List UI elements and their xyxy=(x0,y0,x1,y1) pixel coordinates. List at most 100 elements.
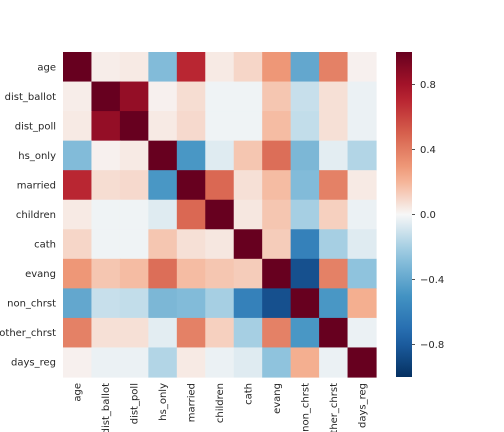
heatmap-cell-age-dist_ballot xyxy=(91,52,121,83)
x-tick-label: other_chrst xyxy=(329,383,340,432)
heatmap-cell-non_chrst-hs_only xyxy=(148,288,178,319)
heatmap-cell-evang-cath xyxy=(233,258,263,289)
heatmap-cell-cath-dist_poll xyxy=(119,229,149,260)
heatmap-cell-dist_poll-married xyxy=(176,111,206,142)
heatmap-cell-cath-cath xyxy=(233,229,263,260)
heatmap-cell-cath-evang xyxy=(262,229,292,260)
heatmap-cell-dist_ballot-age xyxy=(63,81,93,112)
heatmap-cell-hs_only-other_chrst xyxy=(319,140,349,171)
y-tick-label: dist_poll xyxy=(15,121,56,132)
heatmap-cell-non_chrst-days_reg xyxy=(347,288,377,319)
heatmap-cell-non_chrst-dist_ballot xyxy=(91,288,121,319)
heatmap-cell-dist_ballot-days_reg xyxy=(347,81,377,112)
heatmap-cell-evang-dist_ballot xyxy=(91,258,121,289)
heatmap-cell-married-non_chrst xyxy=(290,170,320,201)
heatmap-cell-hs_only-evang xyxy=(262,140,292,171)
heatmap-cell-dist_ballot-dist_ballot xyxy=(91,81,121,112)
heatmap-cell-evang-non_chrst xyxy=(290,258,320,289)
heatmap-cell-other_chrst-cath xyxy=(233,317,263,349)
heatmap-cell-married-other_chrst xyxy=(319,170,349,201)
y-tick-label: hs_only xyxy=(18,151,56,162)
heatmap-cell-evang-other_chrst xyxy=(319,258,349,289)
colorbar-tick-label: 0.8 xyxy=(420,80,436,91)
heatmap-cell-married-age xyxy=(63,170,93,201)
heatmap-cell-married-cath xyxy=(233,170,263,201)
heatmap-cell-other_chrst-married xyxy=(176,317,206,349)
heatmap-cell-days_reg-cath xyxy=(233,347,263,378)
heatmap-cell-age-children xyxy=(205,52,235,83)
heatmap-cell-hs_only-cath xyxy=(233,140,263,171)
heatmap-cell-days_reg-other_chrst xyxy=(319,347,349,378)
heatmap-cell-married-days_reg xyxy=(347,170,377,201)
heatmap-cell-days_reg-dist_poll xyxy=(119,347,149,378)
heatmap-cell-other_chrst-dist_ballot xyxy=(91,317,121,349)
heatmap-cell-dist_poll-age xyxy=(63,111,93,142)
heatmap-cell-days_reg-children xyxy=(205,347,235,378)
heatmap-cell-children-hs_only xyxy=(148,199,178,230)
heatmap-cell-age-other_chrst xyxy=(319,52,349,83)
heatmap-cell-children-evang xyxy=(262,199,292,230)
heatmap-cell-evang-married xyxy=(176,258,206,289)
heatmap-cell-children-married xyxy=(176,199,206,230)
heatmap-cell-married-dist_ballot xyxy=(91,170,121,201)
y-tick-label: days_reg xyxy=(11,358,56,369)
heatmap-cell-non_chrst-age xyxy=(63,288,93,319)
heatmap-cell-dist_ballot-non_chrst xyxy=(290,81,320,112)
heatmap-cell-age-days_reg xyxy=(347,52,377,83)
heatmap-cell-dist_ballot-children xyxy=(205,81,235,112)
heatmap-cell-cath-dist_ballot xyxy=(91,229,121,260)
y-tick-label: non_chrst xyxy=(7,299,56,310)
heatmap-cell-other_chrst-hs_only xyxy=(148,317,178,349)
heatmap-cell-non_chrst-evang xyxy=(262,288,292,319)
heatmap-cell-non_chrst-children xyxy=(205,288,235,319)
heatmap-cell-non_chrst-dist_poll xyxy=(119,288,149,319)
heatmap-cell-other_chrst-dist_poll xyxy=(119,317,149,349)
heatmap-cell-non_chrst-married xyxy=(176,288,206,319)
heatmap-cell-age-age xyxy=(63,52,93,83)
heatmap-cell-married-children xyxy=(205,170,235,201)
heatmap-cell-days_reg-married xyxy=(176,347,206,378)
heatmap-cell-children-cath xyxy=(233,199,263,230)
y-tick-label: children xyxy=(16,210,56,221)
heatmap-cell-non_chrst-non_chrst xyxy=(290,288,320,319)
heatmap-cell-children-children xyxy=(205,199,235,230)
x-tick-label: dist_ballot xyxy=(101,383,112,432)
heatmap-cell-evang-hs_only xyxy=(148,258,178,289)
heatmap-cell-other_chrst-other_chrst xyxy=(319,317,349,349)
heatmap-cell-other_chrst-non_chrst xyxy=(290,317,320,349)
heatmap-cell-other_chrst-children xyxy=(205,317,235,349)
y-tick-label: married xyxy=(17,180,56,191)
heatmap-cell-age-dist_poll xyxy=(119,52,149,83)
heatmap-cell-other_chrst-evang xyxy=(262,317,292,349)
y-tick-label: other_chrst xyxy=(0,328,56,339)
heatmap-cell-dist_poll-dist_poll xyxy=(119,111,149,142)
y-tick-label: cath xyxy=(34,240,56,251)
colorbar-tick-label: 0.0 xyxy=(420,210,436,221)
heatmap-cell-cath-non_chrst xyxy=(290,229,320,260)
heatmap-cell-evang-dist_poll xyxy=(119,258,149,289)
x-tick-label: children xyxy=(215,383,226,423)
heatmap-cell-evang-days_reg xyxy=(347,258,377,289)
heatmap-cell-cath-married xyxy=(176,229,206,260)
heatmap-cell-children-dist_ballot xyxy=(91,199,121,230)
colorbar-ticks: 0.8 0.4 0.0 −0.4 −0.8 xyxy=(412,80,444,351)
colorbar-gradient xyxy=(396,52,412,377)
x-tick-label: evang xyxy=(272,383,283,414)
x-tick-label: hs_only xyxy=(158,383,169,421)
heatmap-cell-age-evang xyxy=(262,52,292,83)
heatmap-cell-dist_ballot-cath xyxy=(233,81,263,112)
y-tick-label: dist_ballot xyxy=(5,92,56,103)
heatmap-cell-non_chrst-cath xyxy=(233,288,263,319)
x-tick-label: dist_poll xyxy=(130,383,141,424)
x-tick-labels: age dist_ballot dist_poll hs_only married chi… xyxy=(73,383,369,432)
heatmap-cell-age-hs_only xyxy=(148,52,178,83)
x-tick-label: non_chrst xyxy=(300,383,311,432)
heatmap-cell-other_chrst-days_reg xyxy=(347,317,377,349)
x-tick-label: cath xyxy=(243,383,254,405)
heatmap-cell-dist_ballot-married xyxy=(176,81,206,112)
heatmap-cell-dist_poll-dist_ballot xyxy=(91,111,121,142)
colorbar-tick-label: 0.4 xyxy=(420,145,436,156)
heatmap-cell-married-hs_only xyxy=(148,170,178,201)
heatmap-cell-children-age xyxy=(63,199,93,230)
heatmap-cell-hs_only-dist_ballot xyxy=(91,140,121,171)
